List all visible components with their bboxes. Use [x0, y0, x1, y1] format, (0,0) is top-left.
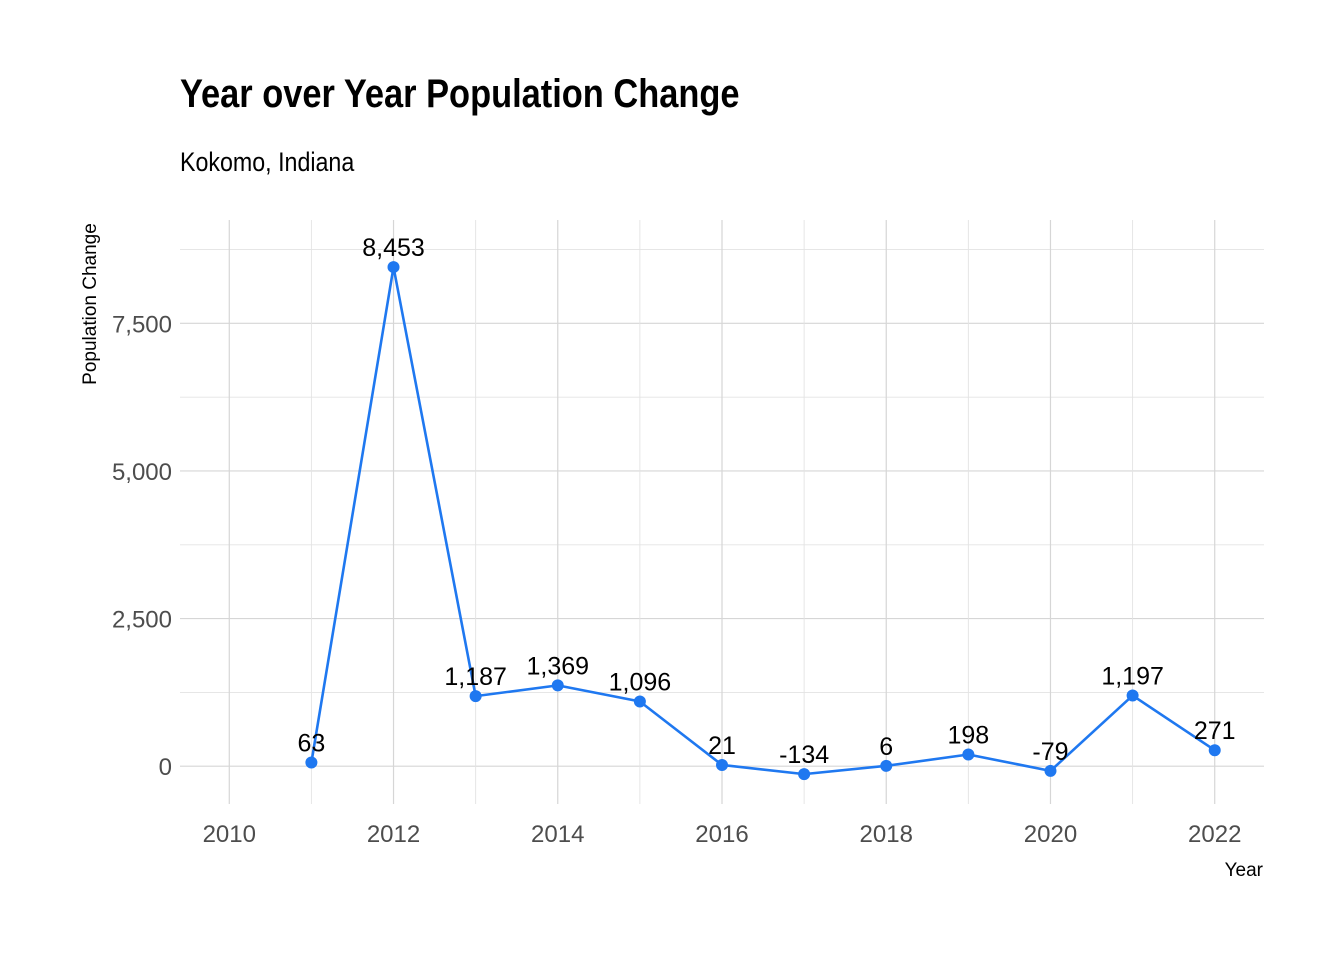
- y-tick-label: 2,500: [112, 607, 172, 634]
- x-tick-label: 2016: [695, 821, 748, 848]
- data-point: [305, 756, 318, 769]
- x-tick-label: 2020: [1024, 821, 1077, 848]
- data-labels: 63 8,453 1,187 1,369 1,096 21 -134 6 198 -79 1,197…: [297, 234, 1235, 769]
- data-point: [880, 759, 893, 772]
- data-label: 1,369: [526, 652, 589, 680]
- y-tick-label: 0: [159, 754, 172, 781]
- data-label: 271: [1194, 717, 1236, 745]
- y-axis-title: Population Change: [80, 223, 101, 385]
- data-point: [716, 758, 728, 771]
- data-series: [305, 261, 1221, 781]
- series-line: [310, 265, 1216, 776]
- data-label: 8,453: [362, 234, 425, 262]
- y-tick-label: 7,500: [112, 311, 172, 338]
- y-tick-label: 5,000: [112, 459, 172, 486]
- data-label: 63: [297, 729, 325, 757]
- data-point: [387, 261, 400, 274]
- data-point: [1126, 689, 1139, 702]
- data-label: -79: [1032, 738, 1068, 766]
- data-point: [1208, 744, 1221, 757]
- axis-labels: Year Population Change 0 2,500 5,000 7,500 2…: [80, 223, 1264, 881]
- x-tick-label: 2018: [860, 821, 913, 848]
- grid-lines: [180, 220, 1264, 804]
- data-point: [1044, 764, 1057, 777]
- data-point: [798, 768, 811, 781]
- data-label: 21: [708, 732, 736, 760]
- x-tick-label: 2010: [203, 821, 256, 848]
- x-tick-label: 2014: [531, 821, 584, 848]
- data-point: [551, 679, 564, 692]
- data-label: 1,096: [609, 668, 672, 696]
- data-label: 198: [948, 722, 990, 750]
- x-axis-title: Year: [1225, 860, 1264, 881]
- x-tick-label: 2012: [367, 821, 420, 848]
- data-label: -134: [779, 741, 829, 769]
- x-tick-label: 2022: [1188, 821, 1241, 848]
- data-point: [633, 695, 646, 708]
- data-label: 6: [879, 733, 893, 761]
- chart-title: Year over Year Population Change: [180, 72, 740, 116]
- data-point: [469, 690, 482, 703]
- data-label: 1,187: [444, 663, 507, 691]
- data-label: 1,197: [1101, 663, 1164, 691]
- chart-subtitle: Kokomo, Indiana: [180, 147, 355, 177]
- data-point: [962, 748, 975, 761]
